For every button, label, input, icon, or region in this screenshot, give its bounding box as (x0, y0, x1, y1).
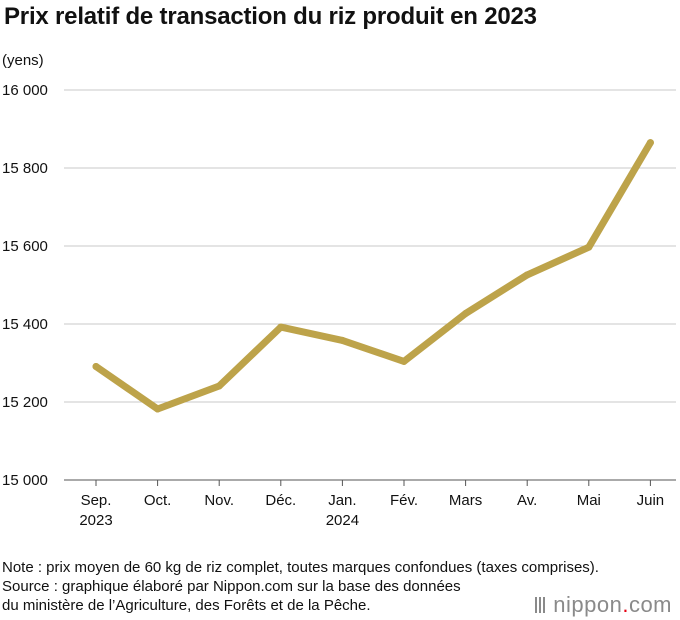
gridlines (64, 89, 676, 481)
y-tick-label: 15 400 (2, 316, 48, 333)
x-tick-label: Av. (517, 492, 537, 509)
y-tick-label: 15 800 (2, 160, 48, 177)
x-tick-label: Nov. (204, 492, 234, 509)
y-axis-ticks: 15 000 15 200 15 400 15 600 15 800 16 000 (2, 82, 48, 489)
data-point (215, 382, 223, 390)
data-point (277, 323, 285, 331)
x-tick-label: Déc. (265, 492, 296, 509)
price-line (92, 139, 654, 413)
x-tick-label: Mars (449, 492, 482, 509)
y-axis-unit-label: (yens) (2, 52, 44, 69)
series-line (92, 139, 654, 413)
x-tick-year-label: 2024 (326, 512, 359, 529)
source-line-continued: du ministère de l’Agriculture, des Forêt… (2, 597, 371, 614)
data-point (338, 336, 346, 344)
note-line: Note : prix moyen de 60 kg de riz comple… (2, 559, 599, 576)
chart-title: Prix relatif de transaction du riz produ… (4, 3, 537, 30)
data-point (462, 309, 470, 317)
nippon-com-logo: nippon.com (535, 592, 672, 619)
footnotes: Note : prix moyen de 60 kg de riz comple… (2, 558, 599, 615)
y-tick-label: 15 000 (2, 472, 48, 489)
source-line: Source : graphique élaboré par Nippon.co… (2, 578, 461, 595)
line-chart: 15 000 15 200 15 400 15 600 15 800 16 000 Sep… (2, 82, 676, 529)
x-tick-label: Jan. (328, 492, 356, 509)
x-tick-label: Juin (637, 492, 665, 509)
x-tick-label: Fév. (390, 492, 418, 509)
y-tick-label: 16 000 (2, 82, 48, 99)
data-point (400, 357, 408, 365)
x-tick-label: Mai (577, 492, 601, 509)
data-point (523, 271, 531, 279)
data-point (585, 243, 593, 251)
y-tick-label: 15 600 (2, 238, 48, 255)
data-point (154, 405, 162, 413)
logo-bars-icon (535, 593, 547, 619)
data-point (92, 363, 100, 371)
x-tick-label: Sep. (81, 492, 112, 509)
x-tick-label: Oct. (144, 492, 172, 509)
y-tick-label: 15 200 (2, 394, 48, 411)
x-axis-ticks: Sep. 2023 Oct. Nov. Déc. Jan. 2024 Fév. Mars Av. M… (79, 480, 664, 529)
data-point (646, 139, 654, 147)
x-tick-year-label: 2023 (79, 512, 112, 529)
